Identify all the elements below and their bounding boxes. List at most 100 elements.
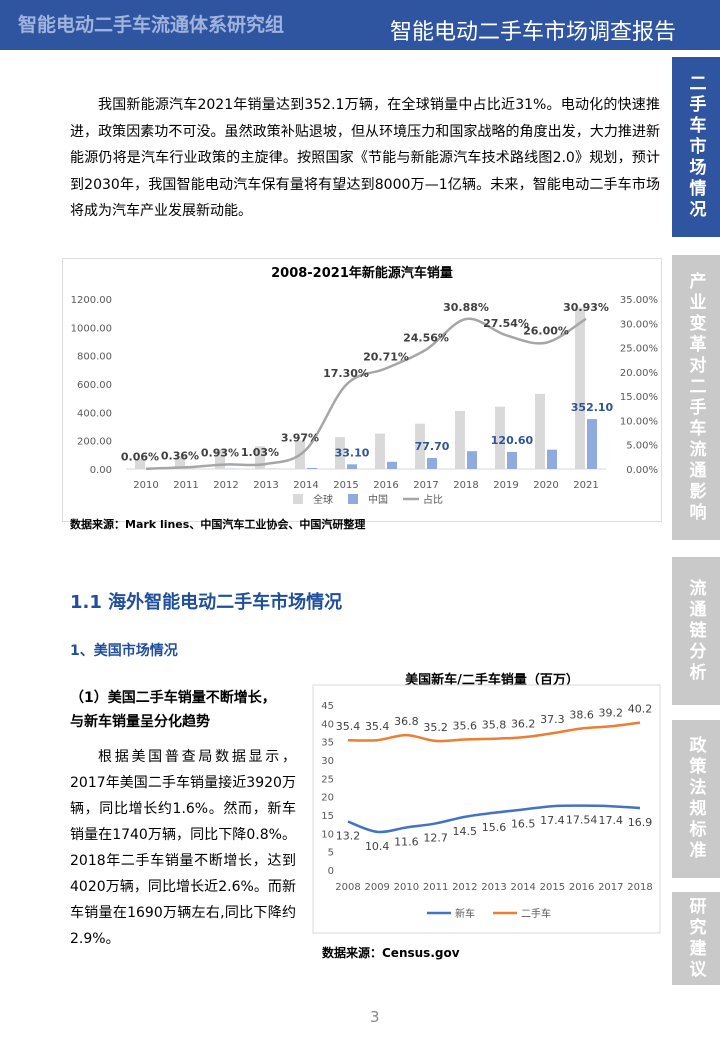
x-tick-label: 2010 [394,882,419,893]
source: 数据来源：Census.gov [322,946,460,960]
x-tick-label: 2012 [452,882,477,893]
data-label: 0.06% [121,451,159,464]
line [347,721,641,743]
chart-frame [312,684,661,934]
x-tick-label: 2019 [493,480,518,491]
tab[interactable]: 产业变革对二手车流通影响 [672,255,720,540]
x-tick-label: 2014 [293,480,318,491]
tab[interactable]: 二手车市场情况 [672,57,720,237]
bar [307,467,317,469]
data-label: 10.4 [365,840,390,853]
y2-tick-label: 30.00% [620,319,658,330]
bar [415,423,425,469]
data-label: 120.60 [491,434,534,447]
x-tick-label: 2011 [423,882,448,893]
x-tick-label: 2010 [133,480,158,491]
y-tick-label: 35 [321,738,334,749]
bar [547,449,557,469]
data-label: 36.8 [394,715,419,728]
x-tick-label: 2017 [598,882,623,893]
legend-label: 中国 [368,493,388,506]
data-label: 17.4 [599,814,624,827]
data-label: 20.71% [363,350,409,363]
data-label: 11.6 [394,835,419,848]
data-label: 40.2 [628,703,653,716]
x-tick-label: 2016 [569,882,594,893]
data-label: 24.56% [403,332,449,345]
data-label: 12.7 [423,831,448,844]
data-label: 16.9 [628,816,653,829]
x-tick-label: 2018 [453,480,478,491]
chart: 2008-2021年新能源汽车销量 0.00 200.00 400.00 600.00 8… [62,258,662,522]
data-label: 35.2 [423,721,448,734]
data-label: 17.4 [540,814,565,827]
data-label: 26.00% [523,325,569,338]
bar [455,410,465,469]
header-left: 智能电动二手车流通体系研究组 [18,14,285,36]
data-label: 14.5 [453,825,478,838]
data-label: 35.4 [365,720,390,733]
y-tick-label: 30 [321,756,334,767]
header-bar [0,0,720,50]
data-label: 3.97% [281,432,319,445]
legend-swatch [293,494,303,504]
line [347,804,641,834]
data-label: 17.30% [323,367,369,380]
y-tick-label: 40 [321,719,334,730]
body-text: 根据美国普查局数据显示，2017年美国二手车销量接近3920万辆，同比增长约1.… [70,749,296,947]
x-tick-label: 2012 [213,480,238,491]
data-label: 30.88% [443,301,489,314]
x-tick-label: 2013 [253,480,278,491]
x-tick-label: 2020 [533,480,558,491]
share-line [145,317,587,470]
data-label: 30.93% [563,301,609,314]
x-tick-label: 2015 [333,480,358,491]
x-tick-label: 2017 [413,480,438,491]
bar [575,307,585,469]
bar [255,446,265,469]
point-heading: （1）美国二手车销量不断增长，与新车销量呈分化趋势 [70,690,276,730]
tab[interactable]: 政策法规标准 [672,720,720,878]
x-tick-label: 2021 [573,480,598,491]
y2-tick-label: 15.00% [620,392,658,403]
y2-tick-label: 5.00% [626,441,658,452]
bar [507,451,517,469]
data-label: 37.3 [540,713,565,726]
data-label: 27.54% [483,317,529,330]
data-label: 1.03% [241,446,279,459]
bar [495,406,505,469]
tab[interactable]: 流通链分析 [672,557,720,705]
y-tick-label: 10 [321,829,334,840]
y-tick-label: 20 [321,793,334,804]
y2-tick-label: 20.00% [620,368,658,379]
data-label: 77.70 [415,440,450,453]
data-label: 36.2 [511,717,536,730]
y-tick-label: 800.00 [77,352,112,363]
x-tick-label: 2014 [510,882,535,893]
data-label: 35.6 [453,719,478,732]
y-tick-label: 5 [328,848,334,859]
tab[interactable]: 研究建议 [672,892,720,985]
y-tick-label: 0 [328,866,334,877]
bar [467,451,477,469]
legend-label: 二手车 [521,907,551,920]
x-tick-label: 2013 [481,882,506,893]
source: 数据来源：Mark lines、中国汽车工业协会、中国汽研整理 [70,518,366,531]
y-tick-label: 600.00 [77,380,112,391]
y-tick-label: 25 [321,774,334,785]
data-label: 33.10 [335,446,370,459]
data-label: 17.54 [566,814,598,827]
data-label: 15.6 [482,821,507,834]
x-tick-label: 2015 [540,882,565,893]
data-label: 0.36% [161,449,199,462]
y2-tick-label: 10.00% [620,416,658,427]
y-tick-label: 400.00 [77,408,112,419]
page-number: 3 [370,1008,380,1026]
y-tick-label: 200.00 [77,437,112,448]
legend-label: 全球 [313,493,333,506]
y-tick-label: 45 [321,701,334,712]
legend-label: 占比 [423,493,443,506]
y2-tick-label: 35.00% [620,295,658,306]
chart-title: 2008-2021年新能源汽车销量 [271,265,453,281]
